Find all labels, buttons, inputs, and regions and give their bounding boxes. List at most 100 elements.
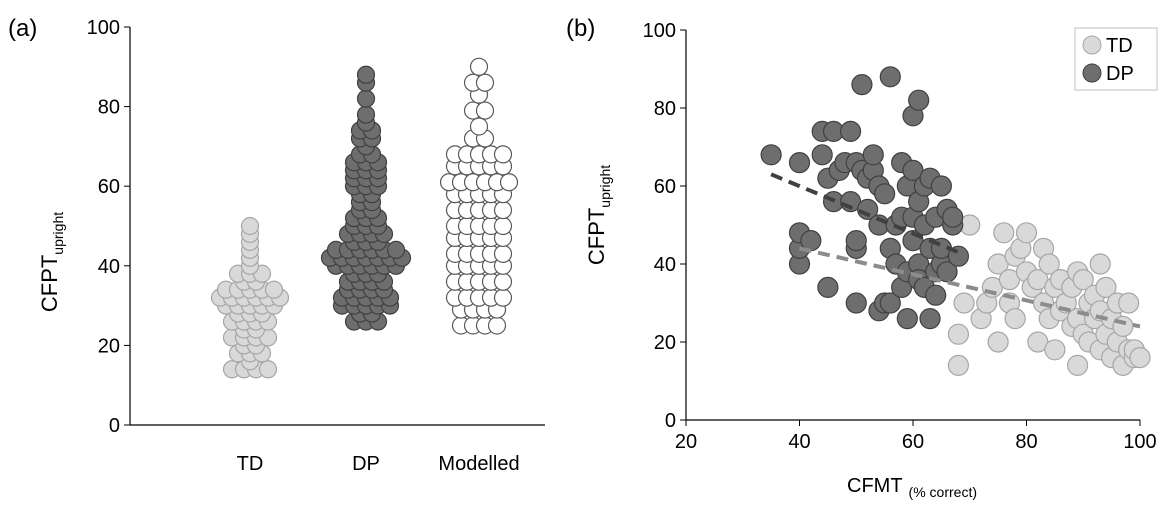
legend-td-label: TD [1106,35,1133,57]
panel-b-point-dp [845,292,867,314]
legend-dp-label: DP [1106,63,1134,85]
panel-a-point [493,288,513,307]
panel-b-ylabel-main: CFPT [584,208,609,265]
panel-a-point [386,240,406,259]
panel-a-y-tick-label: 80 [98,97,120,119]
panel-a-point [493,244,513,263]
panel-a: (a) CFPTupright 0 20 40 60 80 100 TD DP Modelle… [8,15,545,475]
panel-b-point-td [947,354,970,376]
panel-a-point [264,280,284,299]
panel-b-point-dp [874,183,896,205]
panel-b-xlabel-main: CFMT [847,475,903,497]
panel-b-y-tick-label: 60 [654,176,676,198]
panel-b-xlabel-sub: (% correct) [909,484,977,500]
panel-b-point-dp [896,308,918,330]
panel-a-point [493,272,513,291]
panel-b-point-dp [817,276,839,298]
panel-b-point-dp [942,206,964,228]
panel-a-point [493,145,513,164]
panel-b-point-td [1066,354,1089,376]
panel-b-point-td [1015,222,1038,244]
panel-b-point-dp [908,89,930,111]
panel-b-point-dp [879,292,901,314]
panel-a-y-axis-label: CFPTupright [37,212,66,312]
panel-b-point-td [947,323,970,345]
panel-a-point [258,360,278,379]
panel-a-category-labels: TD DP Modelled [237,453,520,475]
panel-b-point-td [1044,339,1066,361]
legend-dp-marker [1082,63,1102,83]
panel-b-x-tick-label: 20 [675,431,697,453]
panel-b-point-td [1089,253,1111,275]
panel-a-point [493,216,513,236]
panel-a-axes [129,27,545,426]
panel-b-x-tick-label: 40 [788,431,810,453]
panel-b-y-tick-label: 100 [643,20,676,42]
panel-b-x-ticks: 20 40 60 80 100 [675,420,1157,453]
panel-a-y-tick-label: 60 [98,176,120,198]
panel-b-point-dp [788,152,811,174]
panel-a-point [469,57,489,76]
panel-a-label: (a) [8,15,37,42]
panel-a-points [210,57,519,379]
panel-a-y-tick-label: 0 [109,415,120,437]
panel-b-point-dp [879,66,901,88]
panel-b-trend-dp [770,172,960,255]
panel-a-category-label: Modelled [438,453,519,475]
panel-b-y-tick-label: 0 [665,410,676,432]
panel-b-point-td [1072,269,1094,291]
panel-b-point-td [1004,308,1026,330]
panel-b-point-dp [925,284,947,306]
panel-b-y-axis-label: CFPTupright [584,165,613,265]
panel-a-y-ticks: 0 20 40 60 80 100 [87,17,130,437]
panel-b-point-dp [930,175,952,197]
panel-b-point-td [1129,347,1151,369]
panel-a-category-label: TD [237,453,264,475]
panel-b-point-dp [936,261,958,283]
panel-a-point [469,117,489,136]
panel-b-point-td [1118,292,1140,314]
panel-b-trend-lines [770,172,1141,329]
panel-b-label: (b) [566,15,595,42]
panel-a-point [493,200,513,220]
panel-b-x-axis-label: CFMT (% correct) [847,475,977,500]
panel-a-point [475,73,495,92]
panel-b-x-tick-label: 60 [902,431,924,453]
panel-a-point [499,173,519,192]
panel-b-trend-td [799,246,1141,329]
legend-td-marker [1082,35,1102,55]
panel-a-point [240,216,260,236]
panel-b-ylabel-sub: upright [597,165,613,208]
panel-b-point-td [953,292,975,314]
panel-b-point-dp [919,308,941,330]
panel-b-point-dp [851,73,873,96]
panel-a-point [356,65,376,84]
panel-b-points [760,66,1151,376]
panel-b-point-td [993,222,1015,244]
panel-b-point-td [1095,276,1117,298]
panel-b-point-dp [760,144,782,166]
panel-a-ylabel-sub: upright [50,212,66,255]
panel-a-y-tick-label: 20 [98,335,120,357]
panel-a-point [475,101,495,120]
panel-b-point-dp [811,144,833,166]
panel-b-point-dp [845,230,867,252]
panel-b-point-dp [839,120,862,142]
panel-b-y-tick-label: 80 [654,98,676,120]
panel-b-y-tick-label: 40 [654,254,676,276]
panel-a-y-tick-label: 40 [98,256,120,278]
panel-b: (b) CFPTupright CFMT (% correct) 02040608… [566,15,1158,500]
panel-b-point-td [987,331,1009,353]
panel-a-point [356,105,376,124]
panel-b-y-ticks: 0 20 40 60 80 100 [643,20,686,432]
panel-a-point [356,89,376,108]
panel-b-x-tick-label: 80 [1015,431,1037,453]
panel-a-ylabel-main: CFPT [37,255,62,312]
panel-b-legend: TD DP [1074,27,1158,91]
panel-b-point-td [1038,253,1060,275]
panel-b-x-tick-label: 100 [1123,431,1156,453]
panel-b-y-tick-label: 20 [654,332,676,354]
panel-b-point-dp [862,144,884,166]
panel-a-point [487,316,507,335]
